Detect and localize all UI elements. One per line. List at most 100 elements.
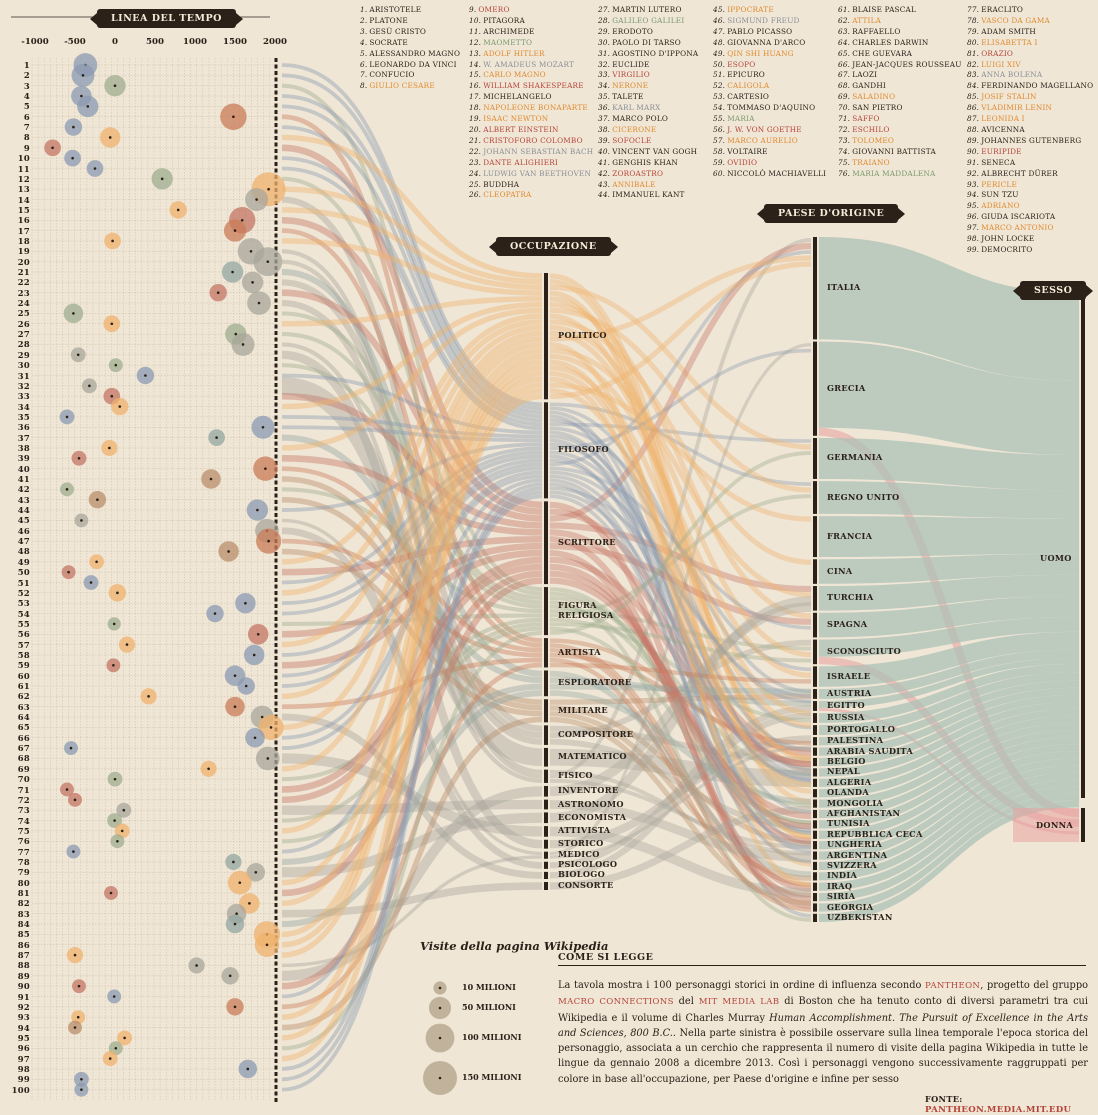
name-entry: 61. BLAISE PASCAL: [838, 5, 962, 16]
occupation-country-flow: [549, 486, 812, 699]
country-label: GEORGIA: [827, 901, 874, 912]
rank-label: 28: [17, 339, 30, 350]
name-entry: 98. JOHN LOCKE: [967, 234, 1093, 245]
occupation-country-flow: [549, 600, 812, 922]
rank-label: 2: [23, 70, 30, 81]
legend-dot: [438, 1006, 442, 1010]
name-number: 4.: [360, 37, 368, 47]
rank-label: 53: [17, 598, 30, 609]
name-text: ESOPO: [727, 59, 756, 69]
occupation-country-flow: [549, 301, 812, 619]
person-dot: [256, 508, 259, 512]
country-node-bar: [813, 893, 817, 902]
occupation-country-flow: [549, 639, 812, 739]
name-text: OVIDIO: [727, 157, 758, 167]
person-dot: [120, 829, 124, 833]
rank-label: 67: [17, 743, 30, 754]
rank-label: 5: [23, 101, 30, 112]
name-text: TOMMASO D'AQUINO: [727, 103, 816, 113]
name-number: 22.: [469, 146, 482, 156]
country-node-bar: [813, 737, 817, 746]
name-number: 46.: [713, 15, 726, 25]
rank-label: 8: [23, 132, 30, 143]
person-occupation-flow: [281, 353, 543, 886]
person-occupation-flow: [281, 186, 543, 285]
person-dot: [116, 591, 119, 595]
country-sex-flow: [819, 779, 1079, 891]
country-sex-flow: [819, 786, 1079, 902]
rank-label: 65: [17, 722, 30, 733]
name-text: OMERO: [478, 5, 510, 14]
occupation-country-flow: [549, 494, 812, 618]
person-occupation-flow: [281, 134, 543, 279]
name-number: 48.: [713, 37, 726, 47]
person-occupation-flow: [281, 538, 543, 658]
sex-label-male: UOMO: [1040, 553, 1072, 563]
name-text: IMMANUEL KANT: [612, 190, 685, 200]
occupation-label: ATTIVISTA: [558, 825, 611, 836]
occupation-country-flow: [549, 442, 812, 770]
rank-label: 26: [17, 318, 30, 329]
country-node-bar: [813, 913, 817, 922]
name-number: 93.: [967, 179, 980, 189]
rank-label: 64: [17, 712, 30, 723]
name-text: TRAIANO: [852, 157, 890, 167]
name-entry: 33. VIRGILIO: [598, 70, 698, 81]
occupation-label: BIOLOGO: [558, 869, 605, 880]
legend-dot: [438, 1076, 442, 1080]
legend-label: 50 MILIONI: [462, 1002, 516, 1012]
occupation-country-flow: [549, 490, 812, 781]
rank-label: 63: [17, 701, 30, 712]
name-text: GESÙ CRISTO: [369, 26, 427, 36]
name-number: 8.: [360, 81, 368, 91]
name-number: 55.: [713, 114, 726, 124]
name-text: ANNA BOLENA: [981, 70, 1043, 80]
country-label: IRAQ: [827, 880, 853, 891]
person-occupation-flow: [281, 330, 543, 700]
person-dot: [228, 974, 232, 978]
country-label: REPUBBLICA CECA: [827, 828, 923, 839]
occupation-country-flow: [549, 402, 812, 486]
occupation-country-flow: [549, 313, 812, 763]
country-sex-flow: [819, 694, 1079, 767]
rank-label: 37: [17, 432, 30, 443]
person-dot: [207, 767, 210, 771]
name-text: SUN TZU: [981, 190, 1019, 200]
person-dot: [253, 736, 257, 740]
name-number: 58.: [713, 146, 726, 156]
occupation-country-flow: [549, 826, 812, 898]
name-entry: 64. CHARLES DARWIN: [838, 38, 962, 49]
occupation-node-bar: [544, 871, 548, 879]
name-entry: 93. PERICLE: [967, 180, 1093, 191]
person-occupation-flow: [281, 486, 543, 1071]
name-text: ESCHILO: [852, 124, 890, 134]
name-number: 63.: [838, 26, 851, 36]
name-text: ADAM SMITH: [981, 26, 1036, 36]
occupation-country-flow: [549, 406, 812, 694]
rank-label: 30: [17, 360, 30, 371]
occupation-country-flow: [549, 522, 812, 593]
person-dot: [80, 1078, 83, 1081]
name-entry: 3. GESÙ CRISTO: [360, 27, 460, 38]
name-text: MARCO POLO: [612, 114, 669, 124]
occupation-country-flow: [549, 451, 812, 635]
rank-label: 38: [17, 442, 30, 453]
name-entry: 27. MARTIN LUTERO: [598, 5, 698, 16]
person-dot: [147, 695, 150, 698]
name-text: CARTESIO: [727, 92, 770, 102]
name-text: MARIA MADDALENA: [852, 168, 936, 178]
name-number: 91.: [967, 157, 980, 167]
name-entry: 90. EURIPIDE: [967, 147, 1093, 158]
rank-label: 17: [17, 225, 30, 236]
name-number: 49.: [713, 48, 726, 58]
person-dot: [125, 643, 129, 646]
person-occupation-flow: [281, 279, 543, 739]
person-dot: [108, 1057, 112, 1060]
occupation-node-bar: [544, 670, 548, 697]
country-label: OLANDA: [827, 787, 869, 798]
occupation-country-flow: [549, 242, 812, 522]
occupation-country-flow: [549, 712, 812, 879]
sex-node-bar: [1081, 808, 1085, 842]
name-entry: 36. KARL MARX: [598, 103, 698, 114]
